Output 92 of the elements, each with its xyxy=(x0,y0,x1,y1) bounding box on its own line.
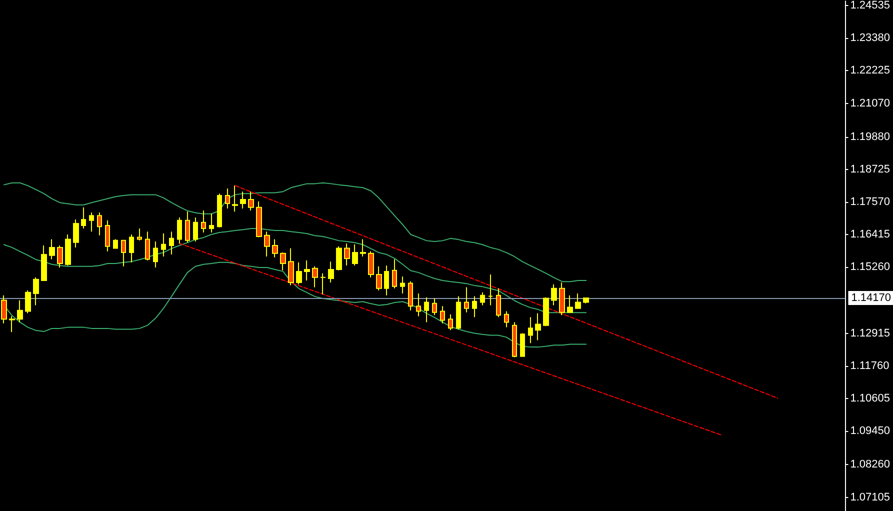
y-tick-label: 1.09450 xyxy=(850,425,890,438)
candlestick xyxy=(432,298,437,316)
line-series xyxy=(3,182,587,282)
candlestick xyxy=(25,290,31,314)
candlestick xyxy=(161,232,166,257)
candlestick xyxy=(535,312,541,341)
candlestick xyxy=(145,231,150,261)
candlestick xyxy=(408,280,413,311)
candlestick xyxy=(73,219,79,248)
candlestick xyxy=(288,248,294,286)
candlestick xyxy=(81,206,86,230)
candlestick xyxy=(89,212,94,232)
y-tick-label: 1.22225 xyxy=(850,64,890,77)
y-tick-label: 1.19880 xyxy=(850,130,890,143)
y-tick-label: 1.07105 xyxy=(850,491,890,504)
candlestick xyxy=(232,185,238,212)
candlestick xyxy=(368,250,374,278)
candlestick xyxy=(504,310,509,328)
candlestick xyxy=(352,244,358,266)
candlestick xyxy=(496,288,501,318)
y-tick-label: 1.18725 xyxy=(850,163,890,176)
candlestick xyxy=(392,258,397,289)
candlestick xyxy=(49,238,55,260)
candlestick xyxy=(9,316,15,333)
candlestick xyxy=(551,284,557,306)
candlestick xyxy=(344,243,350,266)
candlestick xyxy=(416,292,421,317)
candlestick xyxy=(272,238,278,258)
candlestick xyxy=(575,292,581,309)
candlestick xyxy=(456,296,461,330)
candlestick xyxy=(520,332,525,357)
candlestick xyxy=(312,266,318,288)
candlestick xyxy=(528,316,533,344)
candlestick xyxy=(328,261,334,283)
candlestick xyxy=(17,300,23,323)
ref-line-label: 1.14170 xyxy=(851,292,892,304)
candlestick xyxy=(440,306,445,324)
y-tick-label: 1.11760 xyxy=(850,360,890,372)
candlestick xyxy=(464,286,469,313)
candlestick xyxy=(512,322,517,358)
candlestick xyxy=(304,260,310,281)
candlestick xyxy=(105,220,110,252)
candlestick xyxy=(264,231,270,257)
candlestick xyxy=(567,294,573,313)
candlestick xyxy=(424,296,429,323)
candlestick xyxy=(185,211,190,243)
y-tick-label: 1.23380 xyxy=(850,32,890,44)
y-tick-label: 1.15260 xyxy=(850,261,890,274)
candlestick xyxy=(400,276,405,294)
candlestick xyxy=(360,238,366,257)
candlestick xyxy=(320,272,326,295)
candlestick xyxy=(559,282,565,316)
candlestick xyxy=(296,262,302,285)
candlestick xyxy=(113,238,118,249)
y-tick-label: 1.10605 xyxy=(850,392,890,405)
y-tick-label: 1.08260 xyxy=(850,458,890,471)
candlestick xyxy=(1,294,7,324)
candlestick xyxy=(256,200,262,238)
candlestick xyxy=(129,234,134,263)
candlestick xyxy=(488,274,493,306)
candlestick xyxy=(193,217,198,242)
candlestick xyxy=(543,296,549,327)
candlestick xyxy=(209,213,214,233)
candlestick xyxy=(65,234,71,266)
y-tick-label: 1.17570 xyxy=(850,196,890,208)
candlestick xyxy=(336,246,342,271)
candlestick xyxy=(201,210,206,233)
candlestick xyxy=(217,193,222,228)
candlestick xyxy=(57,244,63,268)
candlestick xyxy=(240,191,246,210)
y-tick-label: 1.16415 xyxy=(850,228,890,241)
candlestick xyxy=(376,266,382,291)
candlestick xyxy=(121,240,126,267)
candlestick xyxy=(33,276,39,306)
candlestick xyxy=(169,231,174,256)
candlestick xyxy=(177,217,182,244)
candlestick xyxy=(384,265,389,296)
candlestick xyxy=(153,241,158,268)
candlestick xyxy=(248,191,254,211)
y-tick-label: 1.21070 xyxy=(850,97,890,110)
line-series xyxy=(3,228,587,314)
candlestick xyxy=(137,228,142,241)
candlestick xyxy=(280,252,286,271)
candlestick xyxy=(480,292,485,306)
candlestick xyxy=(41,244,47,281)
candlestick xyxy=(97,212,102,236)
candlestick xyxy=(225,188,230,210)
y-tick-label: 1.12915 xyxy=(850,327,890,340)
candlestick xyxy=(583,297,589,304)
y-tick-label: 1.24535 xyxy=(850,0,890,12)
candlestick xyxy=(472,296,477,318)
candlestick xyxy=(448,314,453,331)
